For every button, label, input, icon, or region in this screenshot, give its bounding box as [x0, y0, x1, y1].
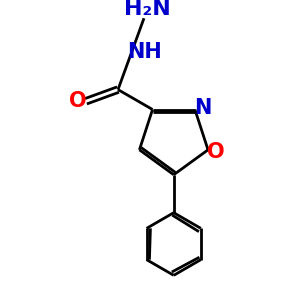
- Text: H₂N: H₂N: [124, 0, 171, 19]
- Text: O: O: [207, 142, 224, 162]
- Text: NH: NH: [128, 42, 162, 62]
- Text: N: N: [194, 98, 211, 118]
- Text: O: O: [69, 91, 86, 111]
